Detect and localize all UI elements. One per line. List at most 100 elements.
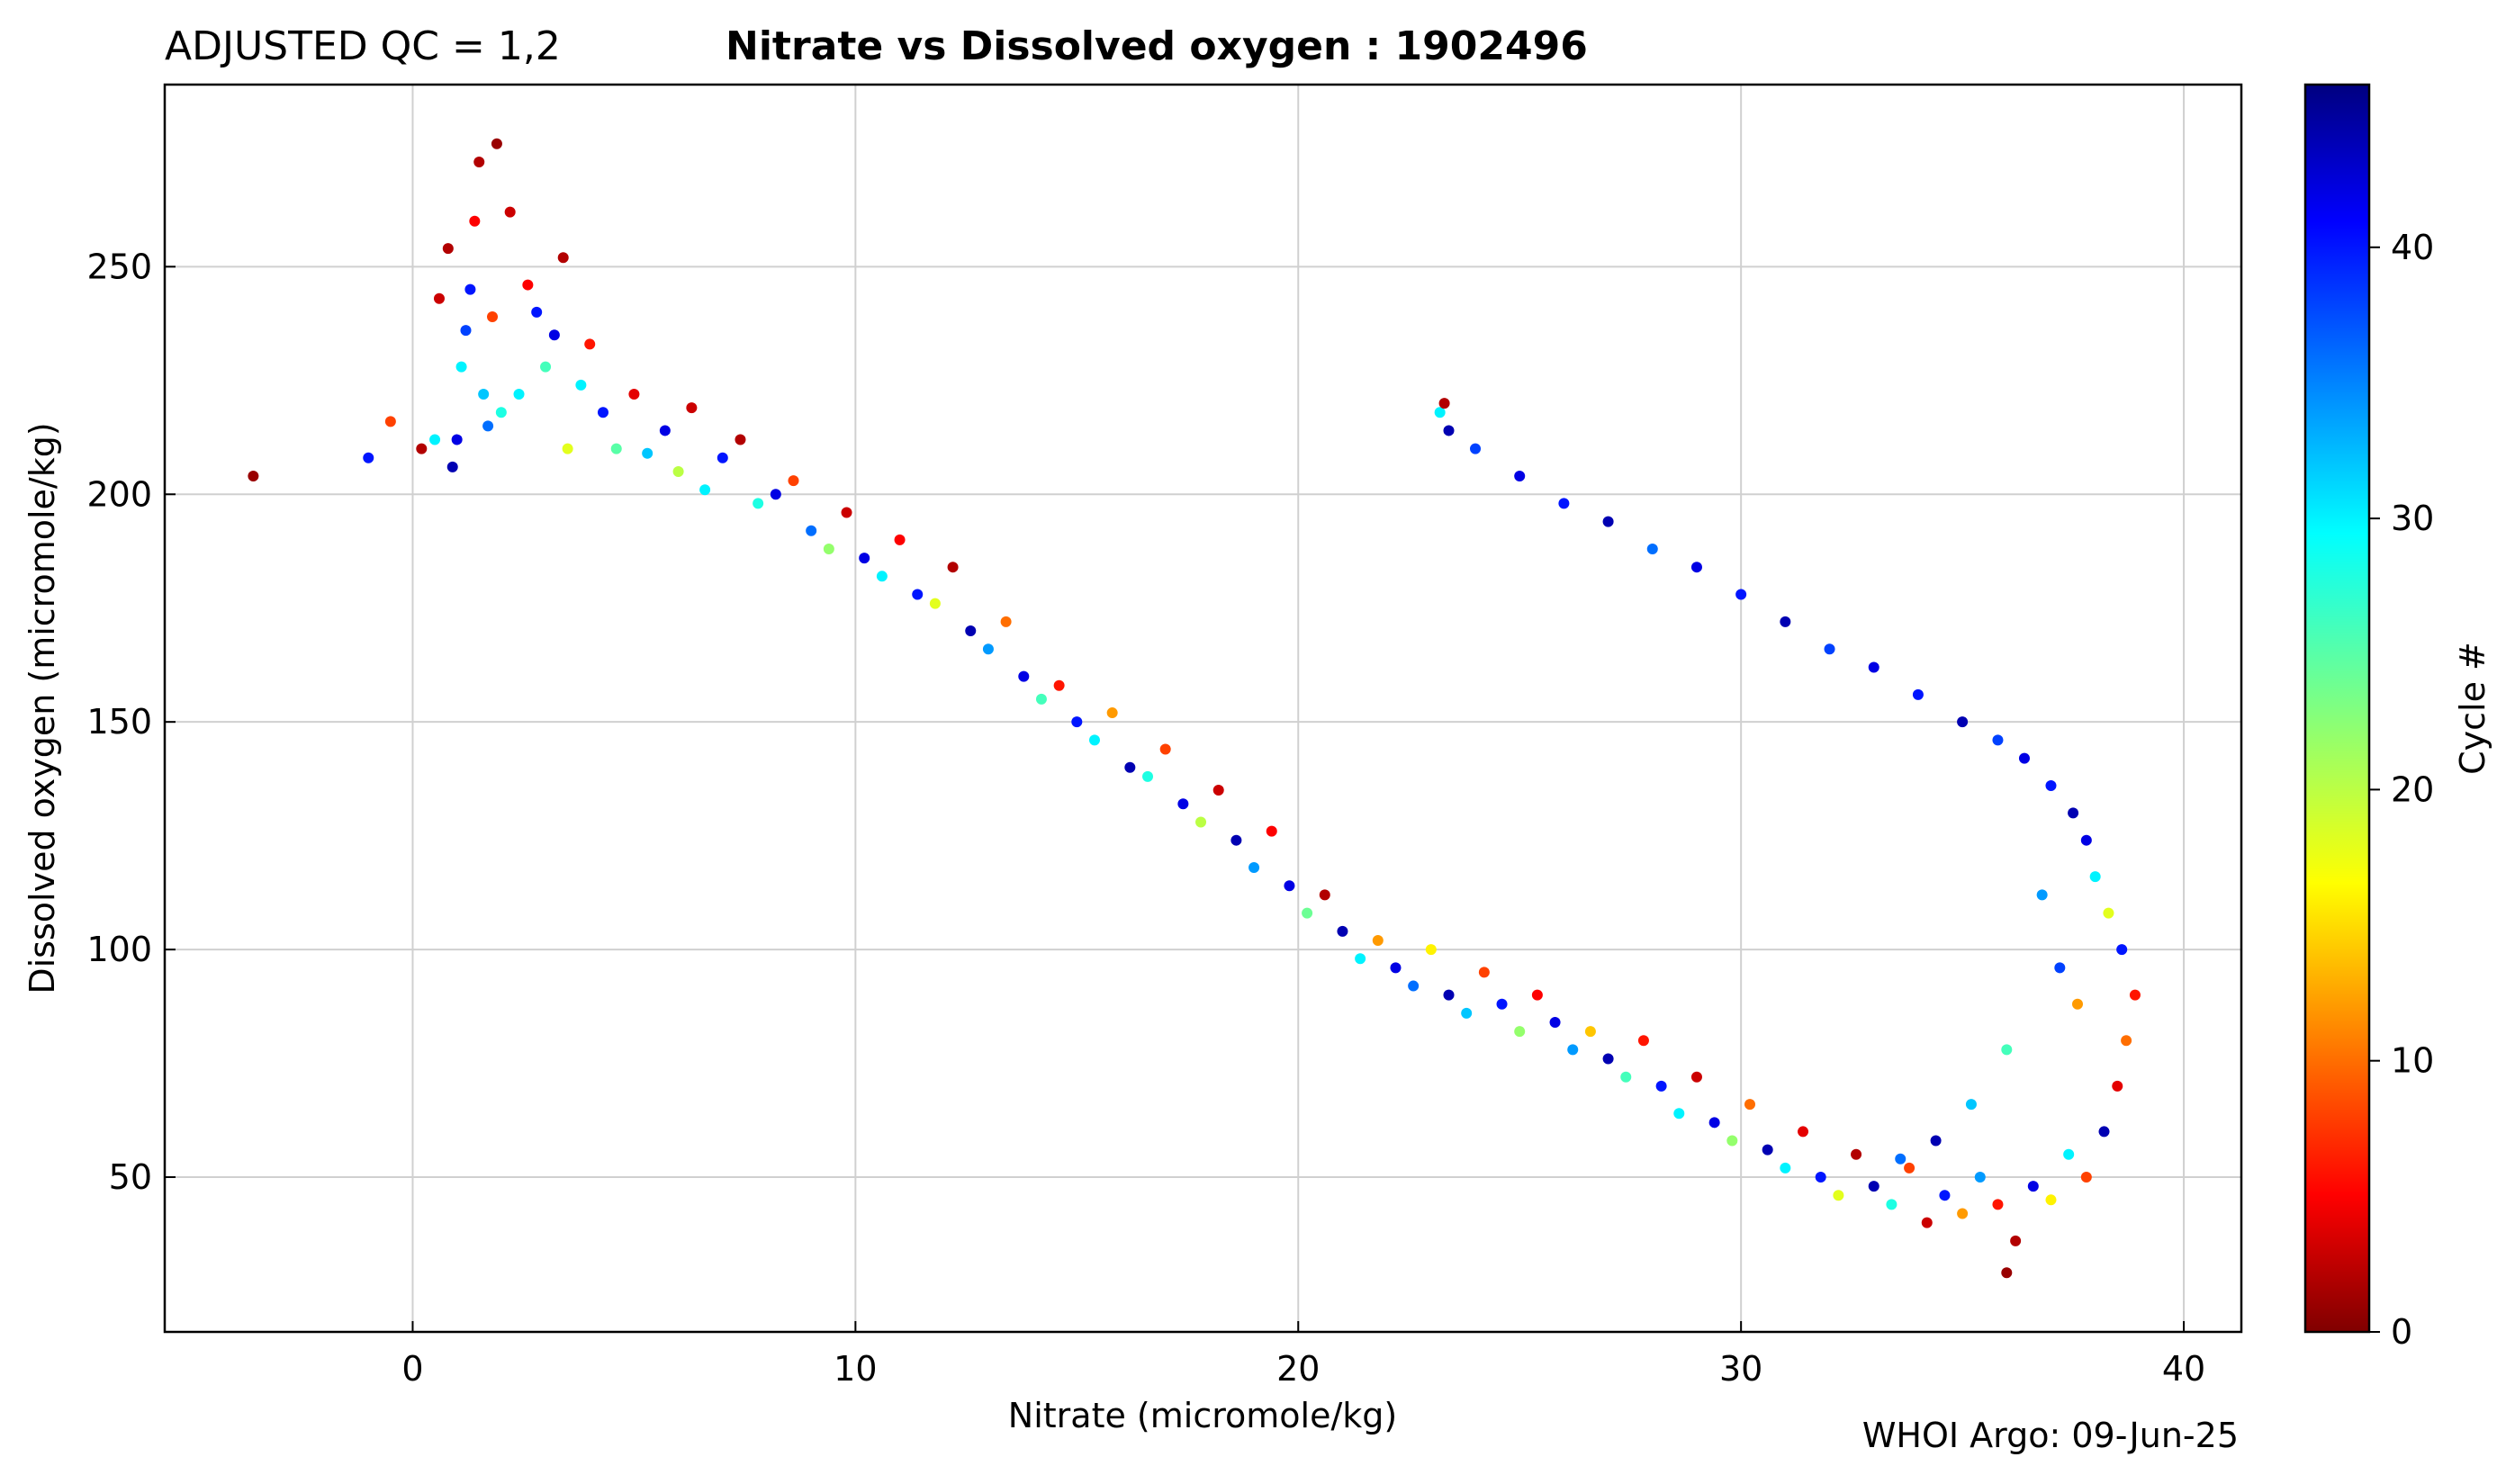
- data-point: [1584, 1026, 1596, 1038]
- data-point: [1372, 934, 1384, 946]
- data-point: [451, 434, 463, 445]
- data-point: [1690, 562, 1702, 573]
- data-point: [1177, 798, 1189, 810]
- data-point: [1159, 743, 1171, 755]
- data-point: [460, 325, 472, 337]
- data-point: [1637, 1035, 1649, 1047]
- data-point: [1248, 862, 1260, 874]
- data-point: [2080, 1172, 2092, 1183]
- data-point: [1868, 661, 1879, 673]
- data-point: [1992, 1199, 2004, 1210]
- y-tick-label: 50: [109, 1157, 152, 1197]
- data-point: [1142, 770, 1154, 782]
- data-point: [2071, 998, 2083, 1010]
- data-point: [1514, 471, 1526, 482]
- data-point: [699, 484, 711, 496]
- data-point: [1319, 889, 1330, 901]
- data-point: [1602, 1053, 1614, 1065]
- data-point: [473, 156, 485, 167]
- data-point: [1461, 1007, 1473, 1019]
- data-point: [1992, 734, 2004, 746]
- data-point: [1230, 834, 1242, 846]
- data-point: [753, 498, 764, 509]
- data-point: [1053, 679, 1065, 691]
- x-tick-label: 0: [401, 1349, 423, 1389]
- data-point: [482, 420, 494, 432]
- data-point: [894, 534, 906, 545]
- data-point: [1000, 616, 1012, 627]
- x-tick-label: 10: [834, 1349, 877, 1389]
- y-tick-label: 150: [86, 702, 152, 742]
- data-point: [965, 625, 977, 637]
- y-tick-label: 250: [86, 247, 152, 286]
- data-point: [531, 306, 543, 318]
- data-point: [1620, 1071, 1632, 1083]
- data-point: [770, 489, 781, 500]
- data-point: [495, 407, 507, 418]
- data-point: [947, 562, 959, 573]
- x-axis-label: Nitrate (micromole/kg): [1008, 1396, 1397, 1435]
- data-point: [2068, 807, 2079, 819]
- scatter-points: [248, 138, 2141, 1279]
- colorbar-tick-label: 0: [2391, 1312, 2412, 1352]
- data-point: [735, 434, 746, 445]
- data-point: [1974, 1172, 1986, 1183]
- data-point: [1124, 761, 1136, 773]
- data-point: [841, 507, 852, 518]
- data-point: [1726, 1135, 1738, 1147]
- data-point: [1514, 1026, 1526, 1038]
- colorbar-tick-label: 30: [2391, 499, 2434, 538]
- data-point: [1478, 967, 1490, 978]
- data-point: [1904, 1162, 1916, 1174]
- data-point: [429, 434, 441, 445]
- data-point: [433, 292, 445, 304]
- data-point: [1408, 980, 1420, 992]
- data-point: [2116, 944, 2128, 956]
- data-point: [1266, 825, 1277, 837]
- data-point: [248, 471, 259, 482]
- data-point: [1673, 1108, 1685, 1120]
- data-point: [672, 465, 684, 477]
- colorbar-tick-label: 40: [2391, 228, 2434, 267]
- qc-label: ADJUSTED QC = 1,2: [165, 23, 561, 69]
- data-point: [1798, 1126, 1809, 1138]
- data-point: [1106, 707, 1118, 719]
- data-point: [1780, 1162, 1791, 1174]
- data-point: [1957, 1208, 1969, 1219]
- data-point: [2089, 871, 2101, 883]
- data-point: [1965, 1099, 1977, 1111]
- data-point: [1655, 1080, 1667, 1092]
- data-point: [562, 443, 573, 454]
- credit-label: WHOI Argo: 09-Jun-25: [1862, 1416, 2239, 1455]
- data-point: [1851, 1148, 1862, 1160]
- data-point: [1438, 398, 1450, 409]
- data-point: [540, 361, 552, 373]
- data-point: [1833, 1190, 1844, 1201]
- x-tick-label: 20: [1276, 1349, 1320, 1389]
- data-point: [788, 475, 799, 487]
- data-point: [2010, 1235, 2022, 1246]
- data-point: [575, 379, 587, 391]
- grid: [165, 85, 2241, 1332]
- data-point: [446, 461, 458, 472]
- data-point: [548, 329, 560, 341]
- data-point: [491, 138, 502, 149]
- x-tick-label: 40: [2162, 1349, 2205, 1389]
- data-point: [1912, 688, 1924, 700]
- data-point: [1602, 516, 1614, 527]
- data-point: [464, 283, 476, 295]
- data-point: [2054, 962, 2066, 974]
- plot-frame: [163, 83, 2243, 1334]
- data-point: [1071, 716, 1083, 728]
- x-axis-ticks: 0 10 20 30 40: [401, 1321, 2205, 1389]
- data-point: [1815, 1172, 1826, 1183]
- data-point: [2080, 834, 2092, 846]
- data-point: [442, 243, 454, 255]
- data-point: [717, 452, 728, 463]
- data-point: [859, 553, 870, 564]
- data-point: [642, 447, 654, 459]
- data-point: [1195, 816, 1207, 828]
- data-point: [487, 310, 499, 322]
- data-point: [455, 361, 467, 373]
- data-point: [597, 407, 608, 418]
